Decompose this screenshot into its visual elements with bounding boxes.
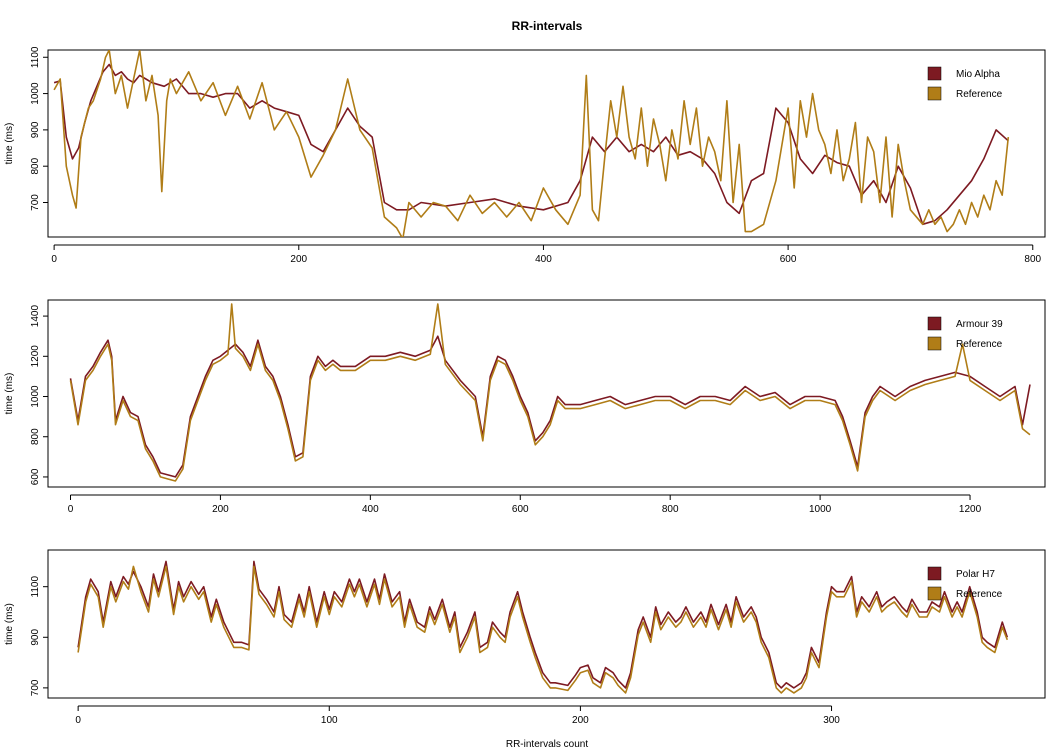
y-tick-label: 700 [30,679,41,696]
legend-label: Reference [956,89,1003,100]
series-group [77,560,1009,694]
legend-label: Polar H7 [956,569,995,580]
series-line-device [77,560,1009,689]
y-tick-label: 1200 [30,345,41,368]
legend-label: Reference [956,589,1003,600]
series-line-reference [53,50,1010,237]
legend-swatch [927,316,942,331]
legend: Mio Alpha Reference [927,66,1003,101]
y-tick-label: 800 [30,157,41,174]
panel-2: 0 200 400 600 800 1000 1200 600 800 1000 1200 1400 t… [4,299,1046,515]
series-group [69,303,1031,482]
legend-swatch [927,66,942,81]
x-tick-label: 1000 [809,504,832,515]
x-tick-label: 800 [1024,254,1041,265]
legend-label: Mio Alpha [956,69,1000,80]
y-tick-label: 800 [30,428,41,445]
panel-3: 0 100 200 300 700 900 1100 time (ms) Polar H7 Ref… [4,549,1046,726]
x-tick-label: 300 [823,715,840,726]
x-tick-label: 1200 [959,504,982,515]
legend: Armour 39 Reference [927,316,1003,351]
series-line-device [53,63,1009,226]
x-tick-label: 600 [512,504,529,515]
x-tick-label: 800 [662,504,679,515]
y-tick-label: 600 [30,468,41,485]
legend-swatch [927,336,942,351]
y-axis-label: time (ms) [4,373,15,415]
x-axis-label: RR-intervals count [506,739,588,750]
y-tick-label: 900 [30,629,41,646]
legend-swatch [927,566,942,581]
x-tick-label: 200 [290,254,307,265]
x-tick-label: 200 [212,504,229,515]
figure-title: RR-intervals [512,19,583,33]
x-tick-label: 0 [75,715,81,726]
x-tick-label: 200 [572,715,589,726]
panel-1: 0 200 400 600 800 700 800 900 1000 1100 time (ms) M… [4,46,1046,265]
plot-frame [47,299,1046,488]
y-tick-label: 1000 [30,385,41,408]
series-line-reference [69,303,1031,482]
y-tick-label: 1100 [30,576,41,598]
x-tick-label: 400 [362,504,379,515]
y-tick-label: 700 [30,194,41,211]
legend-swatch [927,586,942,601]
series-group [53,50,1010,237]
plot-frame [47,49,1046,238]
legend-swatch [927,86,942,101]
y-tick-label: 900 [30,121,41,138]
legend: Polar H7 Reference [927,566,1003,601]
series-line-device [69,335,1031,478]
x-tick-label: 100 [321,715,338,726]
y-axis-label: time (ms) [4,123,15,165]
legend-label: Reference [956,339,1003,350]
series-line-reference [77,565,1009,694]
x-tick-label: 0 [68,504,74,515]
y-tick-label: 1400 [30,305,41,328]
y-tick-label: 1100 [30,46,41,68]
x-tick-label: 600 [780,254,797,265]
x-tick-label: 400 [535,254,552,265]
legend-label: Armour 39 [956,319,1003,330]
x-tick-label: 0 [51,254,57,265]
plot-frame [47,549,1046,699]
y-axis-label: time (ms) [4,603,15,645]
y-tick-label: 1000 [30,82,41,105]
